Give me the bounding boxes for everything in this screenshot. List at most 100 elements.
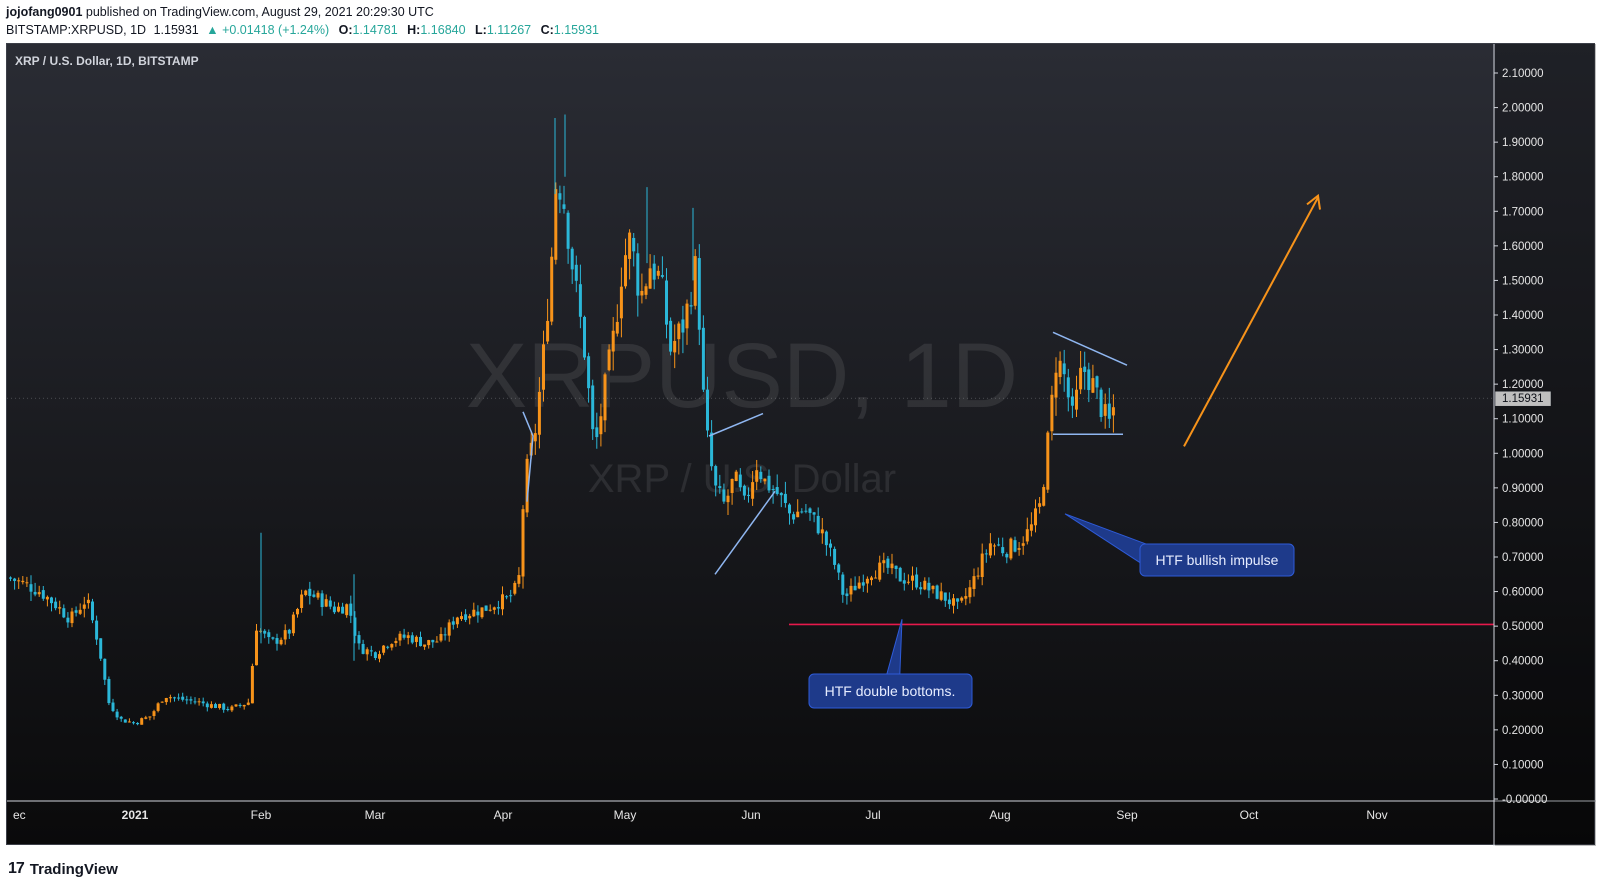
candle-body-down: [710, 432, 714, 467]
candle-body-down: [214, 704, 217, 709]
candle-body-up: [624, 255, 627, 287]
candle-body-up: [923, 580, 927, 590]
candle-body-down: [804, 510, 808, 512]
y-tick-label: 0.10000: [1502, 759, 1544, 771]
y-tick-label: 0.70000: [1502, 552, 1544, 564]
candle-body-up: [337, 606, 340, 612]
candle-body-down: [1066, 377, 1070, 398]
candle-body-up: [127, 721, 131, 723]
candle-body-down: [894, 565, 898, 569]
candle-body-up: [615, 321, 619, 334]
candle-body-down: [13, 578, 17, 581]
candle-body-up: [414, 636, 418, 642]
candle-body-up: [513, 582, 517, 594]
chart-title: XRP / U.S. Dollar, 1D, BITSTAMP: [15, 54, 199, 68]
candle-body-down: [1107, 403, 1111, 419]
candle-body-down: [410, 635, 414, 643]
candle-body-down: [419, 636, 422, 647]
candle-body-down: [947, 599, 951, 605]
candle-body-up: [234, 704, 238, 707]
candle-body-down: [935, 585, 939, 599]
x-tick-label: Sep: [1116, 808, 1138, 822]
candle-body-down: [660, 275, 664, 277]
candle-body-down: [386, 646, 390, 648]
candle-body-up: [906, 581, 910, 583]
candle-body-down: [636, 253, 640, 296]
last-price-label: 1.15931: [1502, 393, 1544, 405]
candle-body-down: [919, 587, 923, 590]
watermark-name: XRP / U.S. Dollar: [588, 457, 896, 501]
candle-body-up: [472, 609, 476, 617]
triangle-upper-line: [1052, 331, 1128, 366]
candle-body-up: [406, 635, 410, 638]
price-axis-bg: [1495, 44, 1596, 846]
candle-body-down: [320, 593, 324, 608]
candle-body-down: [558, 193, 562, 200]
candle-body-up: [160, 701, 164, 703]
candle-body-up: [1017, 548, 1021, 550]
candle-body-down: [701, 327, 705, 390]
candle-body-down: [189, 699, 193, 701]
candle-body-up: [156, 703, 160, 711]
candle-body-down: [841, 574, 845, 595]
candle-body-up: [1103, 404, 1107, 416]
candle-body-up: [17, 580, 21, 582]
candle-body-down: [706, 389, 709, 431]
candle-body-up: [300, 594, 304, 609]
candle-body-down: [484, 605, 488, 611]
open-value: 1.14781: [352, 23, 398, 37]
candlestick-chart[interactable]: XRPUSD, 1D XRP / U.S. Dollar XRP / U.S. …: [7, 44, 1596, 846]
candle-body-down: [669, 320, 673, 352]
candle-body-up: [501, 594, 504, 610]
candle-body-down: [267, 632, 271, 638]
candle-body-down: [177, 697, 181, 699]
candle-body-down: [915, 574, 919, 588]
candle-body-down: [271, 637, 275, 639]
candle-body-up: [488, 609, 492, 611]
candle-body-up: [140, 718, 144, 725]
candle-body-up: [968, 587, 972, 598]
candle-body-up: [874, 577, 878, 579]
candle-body-up: [865, 578, 869, 584]
candle-body-down: [123, 719, 127, 723]
change: ▲ +0.01418 (+1.24%): [206, 23, 330, 37]
last-price: 1.15931: [153, 23, 199, 37]
chart-area[interactable]: XRPUSD, 1D XRP / U.S. Dollar XRP / U.S. …: [6, 43, 1596, 846]
candle-body-up: [304, 590, 308, 596]
candle-body-up: [1091, 378, 1095, 393]
candle-body-up: [398, 633, 402, 641]
candle-body-up: [656, 270, 660, 276]
y-tick-label: 1.00000: [1502, 448, 1544, 460]
candle-body-up: [677, 323, 681, 340]
candle-body-down: [373, 652, 377, 658]
x-tick-label: Jun: [741, 808, 760, 822]
candle-body-down: [783, 493, 787, 504]
tradingview-logo-icon: 17: [8, 860, 25, 877]
wedge-lower-line: [714, 490, 776, 575]
y-tick-label: 1.90000: [1502, 137, 1544, 149]
candle-body-up: [533, 433, 537, 442]
candle-body-up: [988, 543, 992, 556]
candle-body-down: [632, 237, 636, 252]
candle-body-up: [209, 704, 213, 708]
candle-body-up: [964, 596, 968, 599]
candle-body-down: [222, 703, 226, 710]
candle-body-up: [931, 585, 935, 590]
brand-name: TradingView: [29, 860, 118, 878]
candle-body-up: [1038, 503, 1042, 507]
candle-body-down: [308, 588, 312, 596]
x-tick-label: Feb: [251, 808, 272, 822]
candle-body-up: [492, 607, 496, 610]
candle-body-up: [1009, 538, 1013, 559]
candle-body-up: [550, 256, 554, 322]
candle-body-up: [1058, 360, 1062, 378]
candle-body-down: [431, 639, 435, 643]
candle-body-down: [119, 716, 123, 719]
candle-body-up: [21, 580, 25, 583]
candle-body-down: [332, 606, 336, 613]
candle-body-down: [775, 487, 779, 494]
candle-body-up: [242, 704, 246, 707]
candle-body-up: [144, 717, 148, 719]
candle-body-up: [218, 703, 222, 708]
candle-body-down: [349, 603, 353, 616]
